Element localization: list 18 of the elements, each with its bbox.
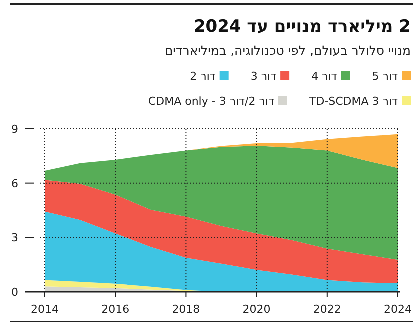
y-tick-label: 6 bbox=[12, 177, 18, 190]
x-tick-label: 2020 bbox=[242, 303, 271, 316]
y-tick-label: 9 bbox=[12, 123, 18, 136]
legend-label: דור 3 TD-SCDMA bbox=[308, 95, 398, 108]
x-tick-label: 2014 bbox=[31, 303, 59, 316]
x-tick-label: 2024 bbox=[384, 303, 412, 316]
y-tick-label: 0 bbox=[12, 286, 18, 299]
legend-label: דור 5 bbox=[372, 70, 398, 83]
x-tick-label: 2018 bbox=[172, 303, 200, 316]
y-tick-label: 3 bbox=[12, 232, 18, 245]
chart-subtitle: מנויי סלולר בעולם, לפי טכנולוגיה, במיליארדים bbox=[164, 43, 411, 58]
legend-label: דור 2 bbox=[190, 70, 216, 83]
legend-label: דור 4 bbox=[312, 70, 338, 83]
legend-label: דור 3 bbox=[250, 70, 277, 83]
chart-title: 2 מיליארד מנויים עד 2024 bbox=[194, 17, 411, 37]
x-tick-label: 2022 bbox=[313, 303, 342, 316]
legend-label: דור 2/דור 3 - CDMA only bbox=[148, 95, 274, 108]
x-tick-label: 2016 bbox=[102, 303, 130, 316]
